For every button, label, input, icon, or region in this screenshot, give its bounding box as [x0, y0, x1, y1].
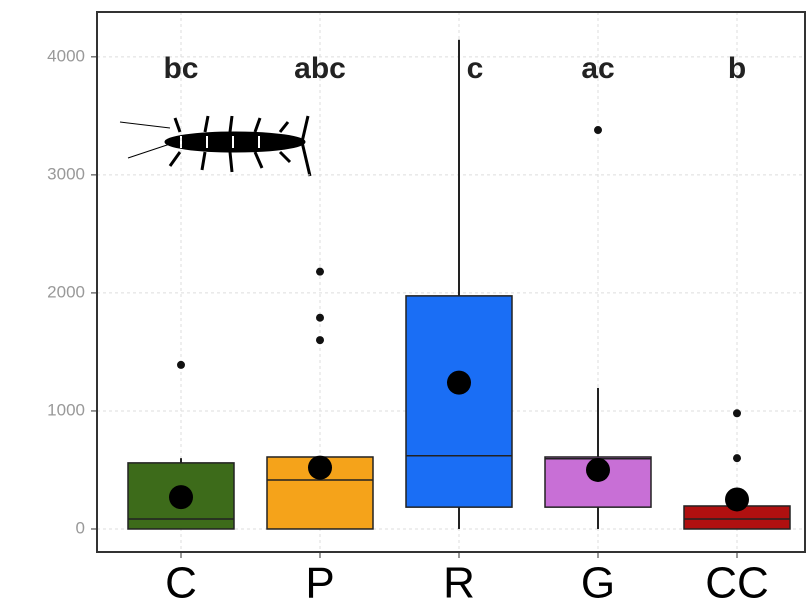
- x-tick-label: P: [305, 559, 334, 608]
- insect-icon: [119, 115, 312, 177]
- group-letter: c: [467, 52, 484, 85]
- x-tick-label: R: [443, 559, 475, 608]
- mean: [725, 487, 749, 512]
- plot-frame: [96, 11, 806, 553]
- y-tick-label: 4000: [47, 46, 85, 65]
- outlier: [733, 454, 741, 463]
- x-tick-label: CC: [705, 559, 769, 608]
- outlier: [316, 313, 324, 322]
- box: [405, 295, 513, 508]
- outlier: [316, 267, 324, 276]
- outlier: [733, 409, 741, 418]
- x-tick-label: C: [165, 559, 197, 608]
- outlier: [316, 336, 324, 345]
- group-letter: bc: [163, 52, 198, 85]
- outlier: [594, 126, 602, 135]
- y-tick-label: 1000: [47, 400, 85, 419]
- outlier: [177, 360, 185, 369]
- y-tick-label: 2000: [47, 282, 85, 301]
- mean: [447, 370, 471, 395]
- x-tick-label: G: [581, 559, 615, 608]
- mean: [169, 485, 193, 510]
- mean: [586, 457, 610, 482]
- y-tick-label: 0: [76, 518, 85, 537]
- group-letter: b: [728, 52, 746, 85]
- box: [544, 456, 652, 508]
- group-letter: ac: [581, 52, 614, 85]
- mean: [308, 455, 332, 480]
- y-tick-label: 3000: [47, 164, 85, 183]
- group-letter: abc: [294, 52, 346, 85]
